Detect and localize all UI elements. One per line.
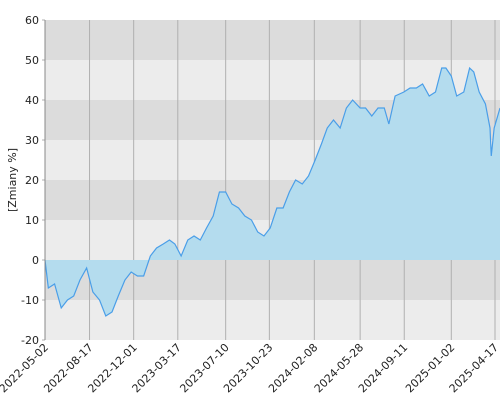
y-axis-label: [Zmiany %] <box>6 148 19 212</box>
y-tick-label: -10 <box>21 294 39 307</box>
line <box>44 66 500 317</box>
y-tick-label: 0 <box>32 254 39 267</box>
y-tick-label: 40 <box>25 94 39 107</box>
y-tick-label: 10 <box>25 214 39 227</box>
background-band <box>45 20 500 60</box>
area-fill <box>45 68 500 316</box>
y-tick-label: -20 <box>21 334 39 347</box>
background-band <box>45 300 500 340</box>
y-tick-label: 20 <box>25 174 39 187</box>
y-tick-label: 30 <box>25 134 39 147</box>
y-tick-label: 60 <box>25 14 39 27</box>
y-tick-label: 50 <box>25 54 39 67</box>
